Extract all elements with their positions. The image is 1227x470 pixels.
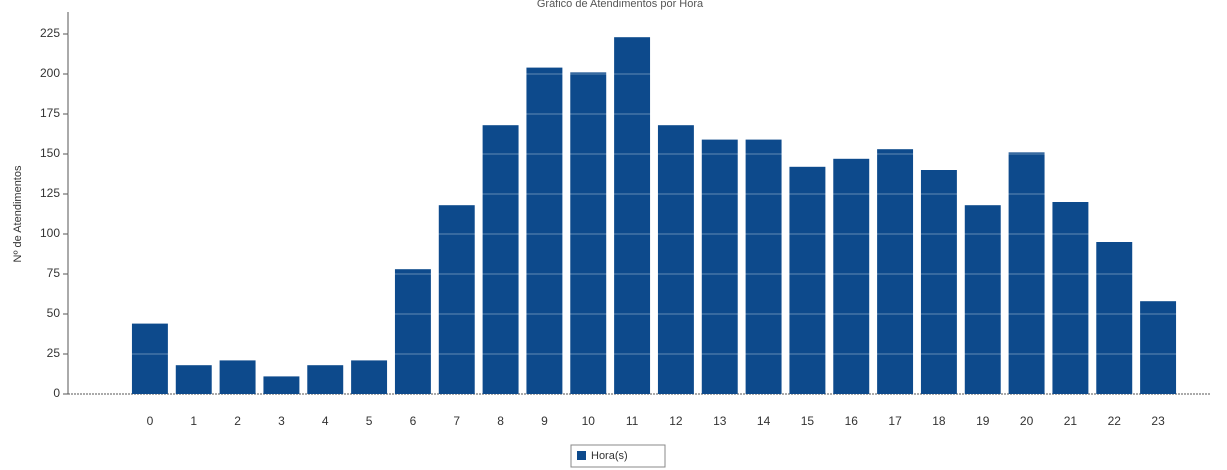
bar [570,72,607,395]
y-tick-label: 0 [53,386,60,400]
y-tick-label: 175 [40,106,60,120]
x-tick-label: 2 [234,414,241,428]
x-tick-label: 4 [322,414,329,428]
y-tick-label: 125 [40,186,60,200]
bar [131,323,168,394]
bar [701,139,738,394]
bar [526,67,563,394]
bar [175,365,212,394]
bar [307,365,344,394]
x-tick-label: 14 [757,414,771,428]
bar [964,205,1001,394]
x-tick-label: 19 [976,414,990,428]
y-tick-label: 50 [47,306,61,320]
bar [1052,202,1089,394]
x-tick-label: 11 [626,414,639,428]
bar [833,158,870,394]
bar [920,170,957,394]
y-tick-label: 75 [47,266,61,280]
x-tick-label: 5 [366,414,373,428]
bar [219,360,256,394]
x-tick-label: 13 [713,414,727,428]
y-tick-label: 100 [40,226,60,240]
bar [394,269,431,394]
x-tick-label: 3 [278,414,285,428]
y-tick-label: 25 [47,346,61,360]
y-tick-label: 200 [40,66,60,80]
x-tick-label: 8 [497,414,504,428]
bar [745,139,782,394]
x-tick-label: 20 [1020,414,1034,428]
x-tick-label: 7 [453,414,460,428]
legend-swatch [577,451,586,460]
x-tick-label: 10 [582,414,596,428]
legend: Hora(s) [570,444,666,468]
x-tick-label: 17 [888,414,902,428]
x-tick-label: 21 [1064,414,1078,428]
x-tick-label: 6 [410,414,417,428]
x-tick-label: 23 [1151,414,1165,428]
x-tick-label: 15 [801,414,815,428]
x-tick-label: 9 [541,414,548,428]
bar [482,125,519,394]
bar [1096,242,1133,394]
bar [614,37,651,394]
legend-label: Hora(s) [591,450,628,462]
chart-title: Gráfico de Atendimentos por Hora [537,0,704,10]
bar [789,166,826,394]
bar [1008,152,1045,394]
bar [351,360,388,394]
bar [438,205,475,394]
x-tick-label: 0 [147,414,154,428]
x-tick-label: 22 [1108,414,1122,428]
x-tick-label: 18 [932,414,946,428]
bar [263,376,300,394]
bar [877,149,914,394]
y-tick-label: 225 [40,26,60,40]
legend-box [570,444,666,468]
x-tick-label: 12 [669,414,683,428]
bar [1140,301,1177,394]
bar [657,125,694,394]
y-tick-label: 150 [40,146,60,160]
x-tick-label: 16 [845,414,859,428]
y-axis-label: Nº de Atendimentos [12,165,24,262]
x-tick-label: 1 [190,414,197,428]
